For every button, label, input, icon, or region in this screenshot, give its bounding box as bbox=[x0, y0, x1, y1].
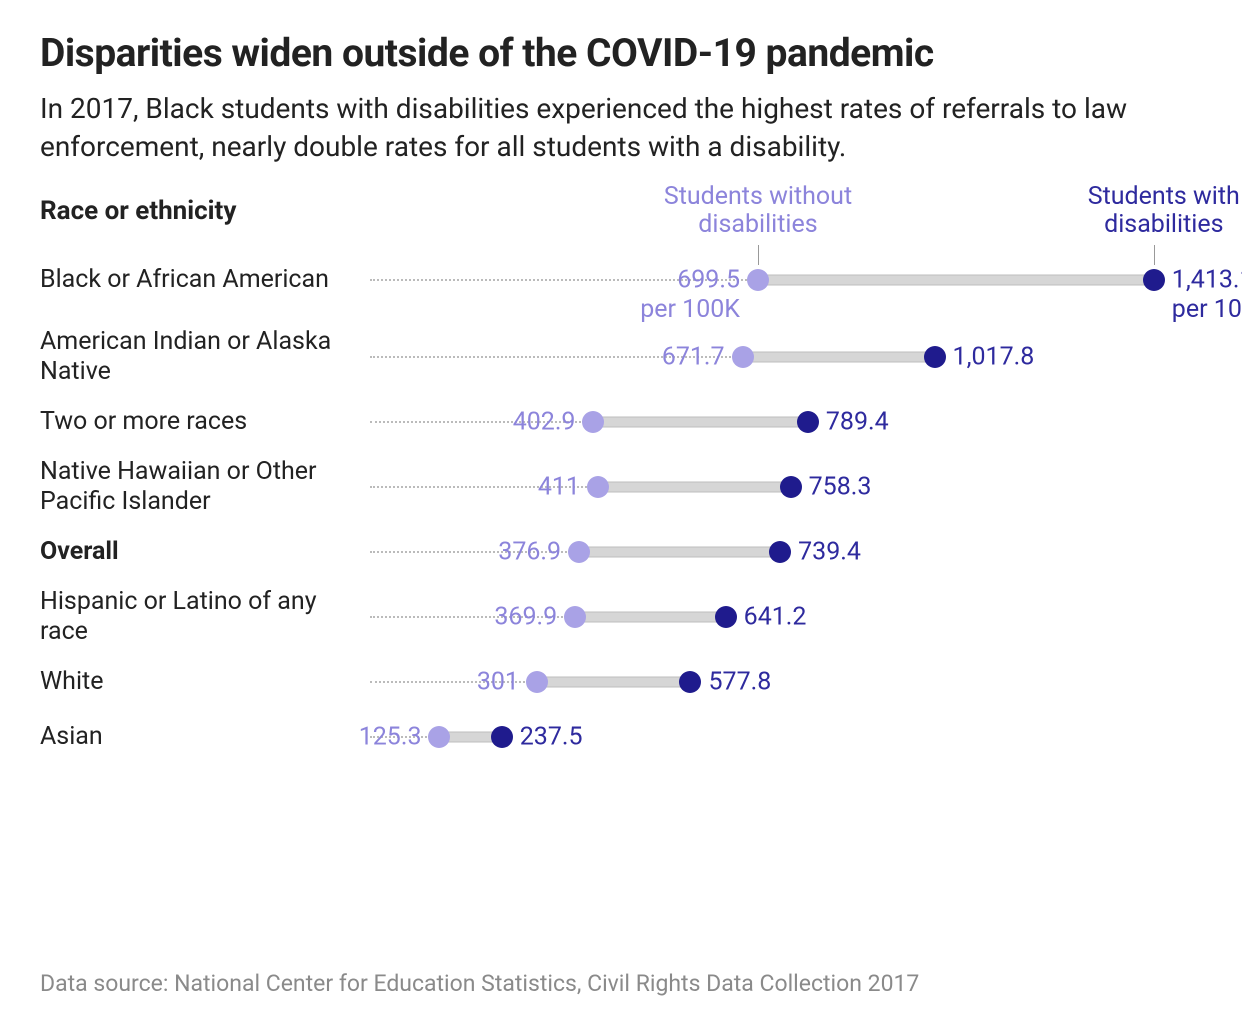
value-with: 577.8 bbox=[690, 668, 771, 697]
row-label: Native Hawaiian or Other Pacific Islande… bbox=[40, 457, 370, 517]
range-bar bbox=[598, 482, 791, 493]
legend-connector bbox=[1154, 245, 1155, 265]
chart-row: American Indian or Alaska Native671.71,0… bbox=[40, 320, 1202, 395]
value-without: 301 bbox=[477, 668, 537, 697]
row-chart: 376.9739.4 bbox=[370, 541, 1202, 563]
legend-with: Students withdisabilities bbox=[1064, 183, 1242, 241]
value-with: 237.5 bbox=[502, 723, 583, 752]
row-chart: 411758.3 bbox=[370, 476, 1202, 498]
row-label: Asian bbox=[40, 722, 370, 752]
legend-without: Students withoutdisabilities bbox=[648, 183, 868, 241]
row-label: Hispanic or Latino of any race bbox=[40, 587, 370, 647]
row-chart: 125.3237.5 bbox=[370, 726, 1202, 748]
value-without: 699.5 bbox=[677, 265, 758, 294]
row-chart: 301577.8 bbox=[370, 671, 1202, 693]
value-with: 758.3 bbox=[791, 473, 872, 502]
chart-row: Overall376.9739.4 bbox=[40, 525, 1202, 580]
value-without: 671.7 bbox=[662, 343, 743, 372]
value-without: 411 bbox=[538, 473, 598, 502]
value-without: 369.9 bbox=[494, 603, 575, 632]
value-with: 789.4 bbox=[808, 408, 889, 437]
legend-connector bbox=[758, 245, 759, 265]
row-label: Two or more races bbox=[40, 407, 370, 437]
value-with: 641.2 bbox=[726, 603, 807, 632]
chart-row: White301577.8 bbox=[40, 655, 1202, 710]
chart-title: Disparities widen outside of the COVID-1… bbox=[40, 30, 1202, 76]
chart-footer: Data source: National Center for Educati… bbox=[40, 970, 919, 997]
value-with: 1,413.1 bbox=[1154, 265, 1242, 294]
chart-rows: Black or African American699.51,413.1per… bbox=[40, 240, 1202, 765]
row-label: American Indian or Alaska Native bbox=[40, 327, 370, 387]
range-bar bbox=[758, 274, 1154, 285]
chart-subtitle: In 2017, Black students with disabilitie… bbox=[40, 90, 1140, 166]
range-bar bbox=[593, 417, 807, 428]
chart-row: Two or more races402.9789.4 bbox=[40, 395, 1202, 450]
chart-row: Black or African American699.51,413.1per… bbox=[40, 240, 1202, 320]
range-bar bbox=[579, 547, 780, 558]
row-chart: 699.51,413.1per 100Kper 100KStudents wit… bbox=[370, 269, 1202, 291]
chart-area: Race or ethnicity Black or African Ameri… bbox=[40, 196, 1202, 765]
row-label: White bbox=[40, 667, 370, 697]
value-without: 376.9 bbox=[498, 538, 579, 567]
row-label: Black or African American bbox=[40, 265, 370, 295]
row-chart: 402.9789.4 bbox=[370, 411, 1202, 433]
row-label: Overall bbox=[40, 537, 370, 567]
chart-row: Hispanic or Latino of any race369.9641.2 bbox=[40, 580, 1202, 655]
range-bar bbox=[575, 612, 725, 623]
row-chart: 369.9641.2 bbox=[370, 606, 1202, 628]
value-with: 739.4 bbox=[780, 538, 861, 567]
value-with: 1,017.8 bbox=[935, 343, 1035, 372]
axis-label: Race or ethnicity bbox=[40, 196, 1202, 226]
chart-row: Native Hawaiian or Other Pacific Islande… bbox=[40, 450, 1202, 525]
value-without: 125.3 bbox=[359, 723, 440, 752]
chart-row: Asian125.3237.5 bbox=[40, 710, 1202, 765]
value-without: 402.9 bbox=[513, 408, 594, 437]
row-chart: 671.71,017.8 bbox=[370, 346, 1202, 368]
range-bar bbox=[537, 677, 691, 688]
range-bar bbox=[743, 352, 935, 363]
